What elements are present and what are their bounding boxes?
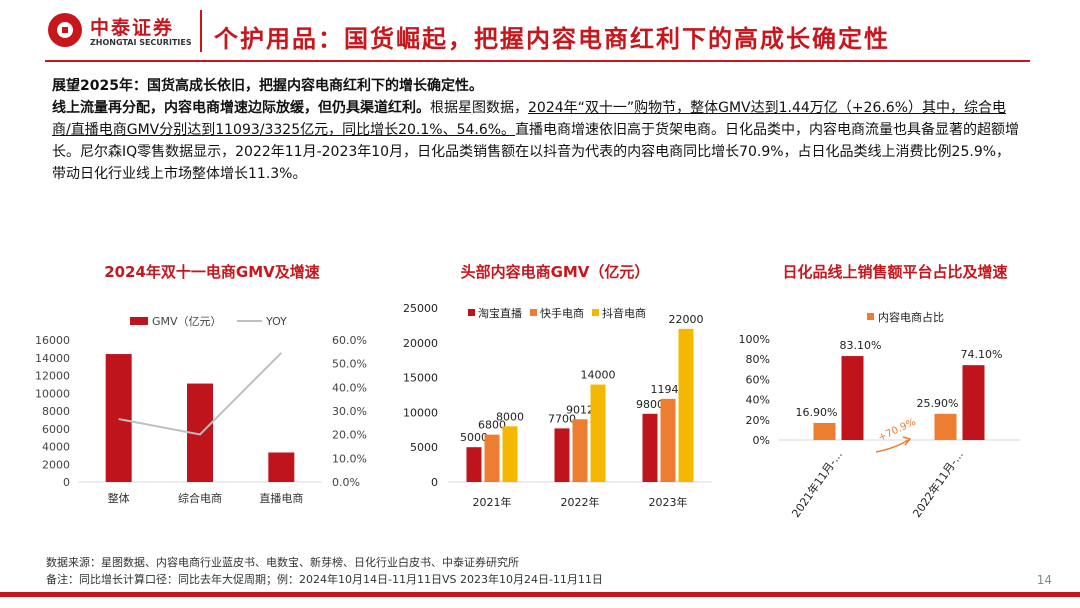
chart1-y-tick: 16000 xyxy=(35,334,70,347)
chart2-data-label: 6800 xyxy=(478,419,506,432)
chart2-y-tick: 5000 xyxy=(410,441,438,454)
chart2-category-label: 2021年 xyxy=(473,495,512,509)
chart3-bar xyxy=(962,365,985,440)
chart1-y-tick: 2000 xyxy=(42,458,70,471)
chart3-growth-arrow xyxy=(875,439,909,453)
chart2-bar xyxy=(502,426,518,482)
chart2-bar xyxy=(590,384,606,482)
chart1-y-tick: 6000 xyxy=(42,423,70,436)
chart2-category-label: 2023年 xyxy=(649,495,688,509)
chart1-y2-tick: 40.0% xyxy=(332,381,367,394)
chart2-legend-swatch xyxy=(468,309,475,316)
chart1-yoy-line xyxy=(118,352,283,436)
logo-english-name: ZHONGTAI SECURITIES xyxy=(90,38,192,47)
chart1-legend-gmv-label: GMV（亿元） xyxy=(152,315,222,328)
chart2-data-label: 8000 xyxy=(496,410,524,423)
chart2-data-label: 9012 xyxy=(566,403,594,416)
chart1-y2-tick: 50.0% xyxy=(332,358,367,371)
chart2-bar xyxy=(678,328,694,482)
chart2-data-label: 22000 xyxy=(669,313,704,326)
chart3-bar xyxy=(934,413,957,440)
page-title: 个护用品：国货崛起，把握内容电商红利下的高成长确定性 xyxy=(214,25,890,53)
chart3-category-label: 2021年11月-... xyxy=(788,448,844,520)
chart1-y2-tick: 0.0% xyxy=(332,476,360,489)
chart3-y-tick: 100% xyxy=(739,333,770,346)
chart3-bar xyxy=(841,356,864,440)
chart2-title: 头部内容电商GMV（亿元） xyxy=(460,263,650,281)
chart1-bar-整体 xyxy=(105,354,132,482)
chart3-y-tick: 0% xyxy=(753,434,770,447)
chart2-bar xyxy=(642,413,658,482)
chart2-bar xyxy=(466,447,482,482)
outlook-line: 展望2025年：国货高成长依旧，把握内容电商红利下的增长确定性。 xyxy=(52,78,483,94)
chart3-legend-label: 内容电商占比 xyxy=(878,310,944,324)
chart1-y2-tick: 20.0% xyxy=(332,429,367,442)
logo-chinese-name: 中泰证券 xyxy=(90,17,175,39)
chart2-y-tick: 25000 xyxy=(403,302,438,315)
chart3-growth-arrowhead xyxy=(902,436,912,446)
data-source-note: 数据来源：星图数据、内容电商行业蓝皮书、电数宝、新芽榜、日化行业白皮书、中泰证券… xyxy=(46,556,519,569)
chart2-bar xyxy=(484,434,500,482)
chart2-legend-swatch xyxy=(592,309,599,316)
chart2-y-tick: 20000 xyxy=(403,337,438,350)
chart3-data-label: 74.10% xyxy=(961,348,1003,361)
chart1-y-tick: 8000 xyxy=(42,405,70,418)
chart2-legend-swatch xyxy=(530,309,537,316)
chart1-y2-tick: 10.0% xyxy=(332,452,367,465)
title-separator xyxy=(200,10,202,52)
analysis-paragraph: 线上流量再分配，内容电商增速边际放缓，但仍具渠道红利。根据星图数据，2024年“… xyxy=(52,97,1022,185)
analysis-lead: 线上流量再分配，内容电商增速边际放缓，但仍具渠道红利。 xyxy=(52,100,430,116)
chart1-y-tick: 12000 xyxy=(35,370,70,383)
chart3-category-label: 2022年11月-... xyxy=(909,448,965,520)
chart2-category-label: 2022年 xyxy=(561,495,600,509)
company-logo-icon xyxy=(48,13,82,47)
chart2-y-tick: 0 xyxy=(431,476,438,489)
chart1-y2-tick: 60.0% xyxy=(332,334,367,347)
chart2-legend-label: 抖音电商 xyxy=(602,306,646,320)
chart1-y-tick: 14000 xyxy=(35,352,70,365)
bottom-accent-bar xyxy=(0,592,1080,608)
chart3-y-tick: 20% xyxy=(746,414,770,427)
page-number: 14 xyxy=(1036,573,1052,587)
chart2-bar xyxy=(554,428,570,482)
analysis-intro: 根据星图数据， xyxy=(430,100,528,116)
chart3-y-tick: 40% xyxy=(746,394,770,407)
chart2-data-label: 14000 xyxy=(581,369,616,382)
chart1-legend-yoy-label: YOY xyxy=(265,315,287,328)
chart2-y-tick: 10000 xyxy=(403,406,438,419)
chart1-y-tick: 0 xyxy=(63,476,70,489)
chart1-legend-gmv-swatch xyxy=(130,317,148,325)
calculation-note: 备注：同比增长计算口径：同比去年大促周期；例：2024年10月14日-11月11… xyxy=(46,573,603,586)
chart3-y-tick: 60% xyxy=(746,373,770,386)
analysis-underlined: 2024年“双十一”购物节，整体GMV达到1.44万亿（+26.6%）其中，综合… xyxy=(52,100,1007,138)
chart2-data-label: 7700 xyxy=(548,412,576,425)
analysis-detail: 直播电商增速依旧高于货架电商。日化品类中，内容电商流量也具备显著的超额增长。尼尔… xyxy=(52,122,1020,182)
chart3-y-tick: 80% xyxy=(746,353,770,366)
chart1-title: 2024年双十一电商GMV及增速 xyxy=(104,263,320,281)
chart3-title: 日化品线上销售额平台占比及增速 xyxy=(782,263,1008,281)
chart2-data-label: 9800 xyxy=(636,398,664,411)
chart1-y2-tick: 30.0% xyxy=(332,405,367,418)
chart2-legend-label: 淘宝直播 xyxy=(478,306,522,320)
chart2-bar xyxy=(660,398,676,482)
chart1-y-tick: 4000 xyxy=(42,441,70,454)
chart3-legend-swatch xyxy=(867,313,874,320)
chart3-data-label: 25.90% xyxy=(917,397,959,410)
summary-text: 展望2025年：国货高成长依旧，把握内容电商红利下的增长确定性。 线上流量再分配… xyxy=(52,75,1022,185)
chart3-bar xyxy=(813,422,836,440)
chart2-data-label: 5000 xyxy=(460,431,488,444)
chart1-bar-直播电商 xyxy=(268,452,295,482)
chart2-legend-label: 快手电商 xyxy=(540,306,584,320)
chart3-data-label: 83.10% xyxy=(840,339,882,352)
chart2-bar xyxy=(572,419,588,482)
chart2-data-label: 11947 xyxy=(651,383,686,396)
chart1-category-label: 直播电商 xyxy=(259,491,303,505)
header-divider xyxy=(45,60,1030,62)
chart1-category-label: 整体 xyxy=(108,491,130,505)
chart2-y-tick: 15000 xyxy=(403,372,438,385)
chart3-data-label: 16.90% xyxy=(796,406,838,419)
chart1-y-tick: 10000 xyxy=(35,387,70,400)
chart1-category-label: 综合电商 xyxy=(178,491,222,505)
